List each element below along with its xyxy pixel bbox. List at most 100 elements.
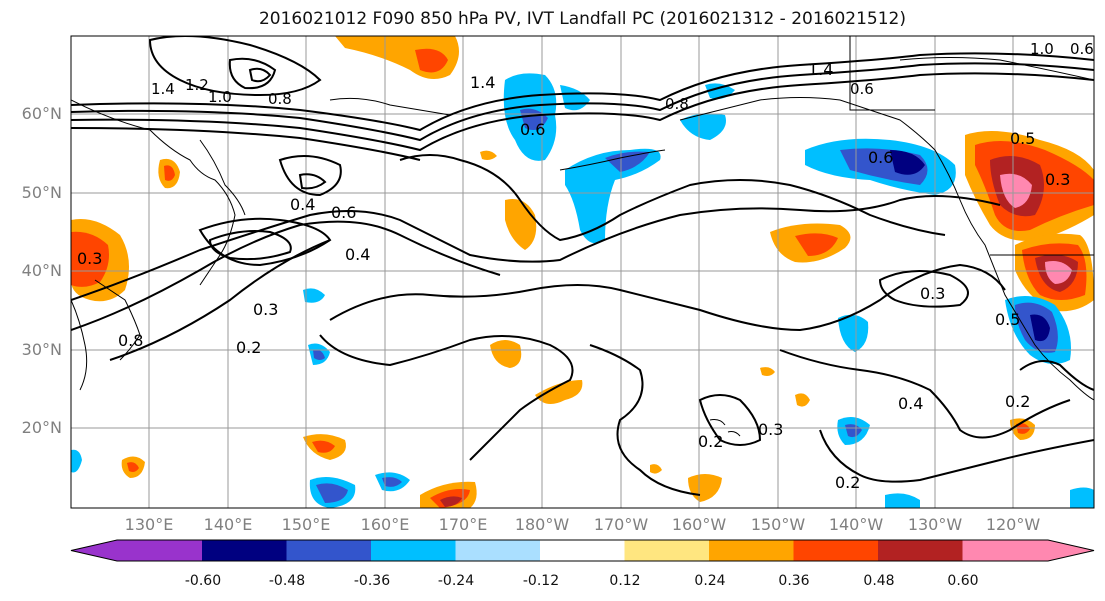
colorbar-tick-label: -0.60 <box>184 573 222 589</box>
anomaly-negative <box>680 113 726 140</box>
lat-label: 50°N <box>21 183 62 202</box>
anomaly-positive <box>440 496 462 507</box>
contour-label: 0.2 <box>698 432 724 451</box>
colorbar-outline <box>70 539 1095 562</box>
colorbar-tick-label: -0.48 <box>268 573 306 589</box>
anomaly-positive <box>71 231 109 287</box>
anomaly-negative <box>885 493 920 508</box>
lon-label: 160°E <box>360 515 410 534</box>
anomaly-positive <box>480 150 497 160</box>
contour-label: 0.3 <box>758 420 784 439</box>
contour-label: 1.0 <box>208 88 232 106</box>
lat-label: 30°N <box>21 340 62 359</box>
colorbar-tick-label: 0.36 <box>778 573 810 589</box>
colorbar-tick-label: -0.36 <box>353 573 391 589</box>
anomaly-positive <box>127 462 139 472</box>
contour-label: 0.5 <box>995 310 1021 329</box>
colorbar-tick-label: -0.24 <box>437 573 475 589</box>
lon-label: 170°W <box>593 515 649 534</box>
lon-label: 170°E <box>438 515 488 534</box>
lat-label: 20°N <box>21 418 62 437</box>
lat-label: 40°N <box>21 261 62 280</box>
anomaly-positive <box>164 165 175 181</box>
colorbar-segment <box>71 540 202 561</box>
lon-label: 120°W <box>985 515 1041 534</box>
contour-label: 0.2 <box>835 473 861 492</box>
lon-label: 140°E <box>203 515 253 534</box>
contour-label: 1.4 <box>151 80 175 98</box>
anomaly-negative <box>890 150 925 175</box>
lon-label: 160°W <box>671 515 727 534</box>
colorbar-segment <box>371 540 456 561</box>
colorbar-segment <box>540 540 625 561</box>
contour-label: 0.3 <box>77 249 103 268</box>
contour-label: 1.0 <box>1030 40 1054 58</box>
anomaly-negative <box>1070 487 1094 508</box>
contour-label: 0.6 <box>850 80 874 98</box>
contour-label: 0.6 <box>520 120 546 139</box>
anomaly-negative <box>1030 314 1050 342</box>
colorbar-tick-label: -0.12 <box>522 573 560 589</box>
contour-label: 0.6 <box>868 148 894 167</box>
anomaly-negative <box>560 85 590 111</box>
colorbar <box>70 539 1095 562</box>
colorbar-segment <box>286 540 372 561</box>
lon-label: 130°E <box>124 515 174 534</box>
contour-label: 0.3 <box>253 300 279 319</box>
contour-label: 0.6 <box>331 203 357 222</box>
lon-label: 180°W <box>514 515 570 534</box>
colorbar-segment <box>202 540 287 561</box>
colorbar-segment <box>709 540 794 561</box>
contour-label: 0.2 <box>236 338 262 357</box>
anomaly-positive <box>505 199 537 250</box>
contour-label: 1.4 <box>470 73 496 92</box>
colorbar-segment <box>793 540 879 561</box>
anomaly-negative <box>838 314 869 352</box>
anomaly-negative <box>313 349 325 360</box>
anomaly-negative <box>605 151 650 172</box>
anomaly-positive <box>688 474 722 502</box>
contour-label: 0.3 <box>1045 170 1071 189</box>
pv-contours <box>71 36 1094 496</box>
anomaly-positive <box>760 367 775 376</box>
contour-label: 1.4 <box>808 60 834 79</box>
anomaly-negative <box>565 148 661 244</box>
contour-label: 0.3 <box>920 284 946 303</box>
colorbar-tick-label: 0.60 <box>947 573 979 589</box>
anomaly-positive <box>1016 423 1030 434</box>
colorbar-tick-label: 0.48 <box>863 573 895 589</box>
map-title: 2016021012 F090 850 hPa PV, IVT Landfall… <box>258 9 906 29</box>
colorbar-tick-label: 0.24 <box>694 573 726 589</box>
lat-label: 60°N <box>21 104 62 123</box>
anomaly-negative <box>845 424 862 438</box>
anomaly-positive <box>312 440 335 453</box>
anomaly-positive <box>490 340 522 368</box>
colorbar-segment <box>962 540 1094 561</box>
colorbar-segment <box>455 540 541 561</box>
anomaly-positive <box>795 233 838 256</box>
contour-label: 0.4 <box>345 245 371 264</box>
anomaly-positive <box>535 380 583 404</box>
contour-label: 0.4 <box>290 195 316 214</box>
map-frame <box>70 35 1095 509</box>
contour-label: 1.2 <box>185 76 209 94</box>
contour-label: 0.5 <box>1010 129 1036 148</box>
contour-label: 0.8 <box>268 90 292 108</box>
lon-label: 150°E <box>281 515 331 534</box>
anomaly-negative <box>71 449 82 473</box>
contour-label: 0.2 <box>1005 392 1031 411</box>
colorbar-segment <box>878 540 963 561</box>
colorbar-segment <box>624 540 710 561</box>
contour-label: 0.8 <box>118 331 144 350</box>
anomaly-positive <box>1000 173 1032 208</box>
anomaly-negative <box>382 477 402 487</box>
anomaly-positive <box>650 464 662 474</box>
anomaly-negative <box>303 288 325 303</box>
lon-label: 150°W <box>750 515 806 534</box>
anomaly-positive <box>1045 261 1072 284</box>
contour-label: 0.4 <box>898 394 924 413</box>
anomaly-negative <box>316 483 348 503</box>
anomaly-positive <box>795 393 810 407</box>
anomaly-positive <box>415 48 448 73</box>
